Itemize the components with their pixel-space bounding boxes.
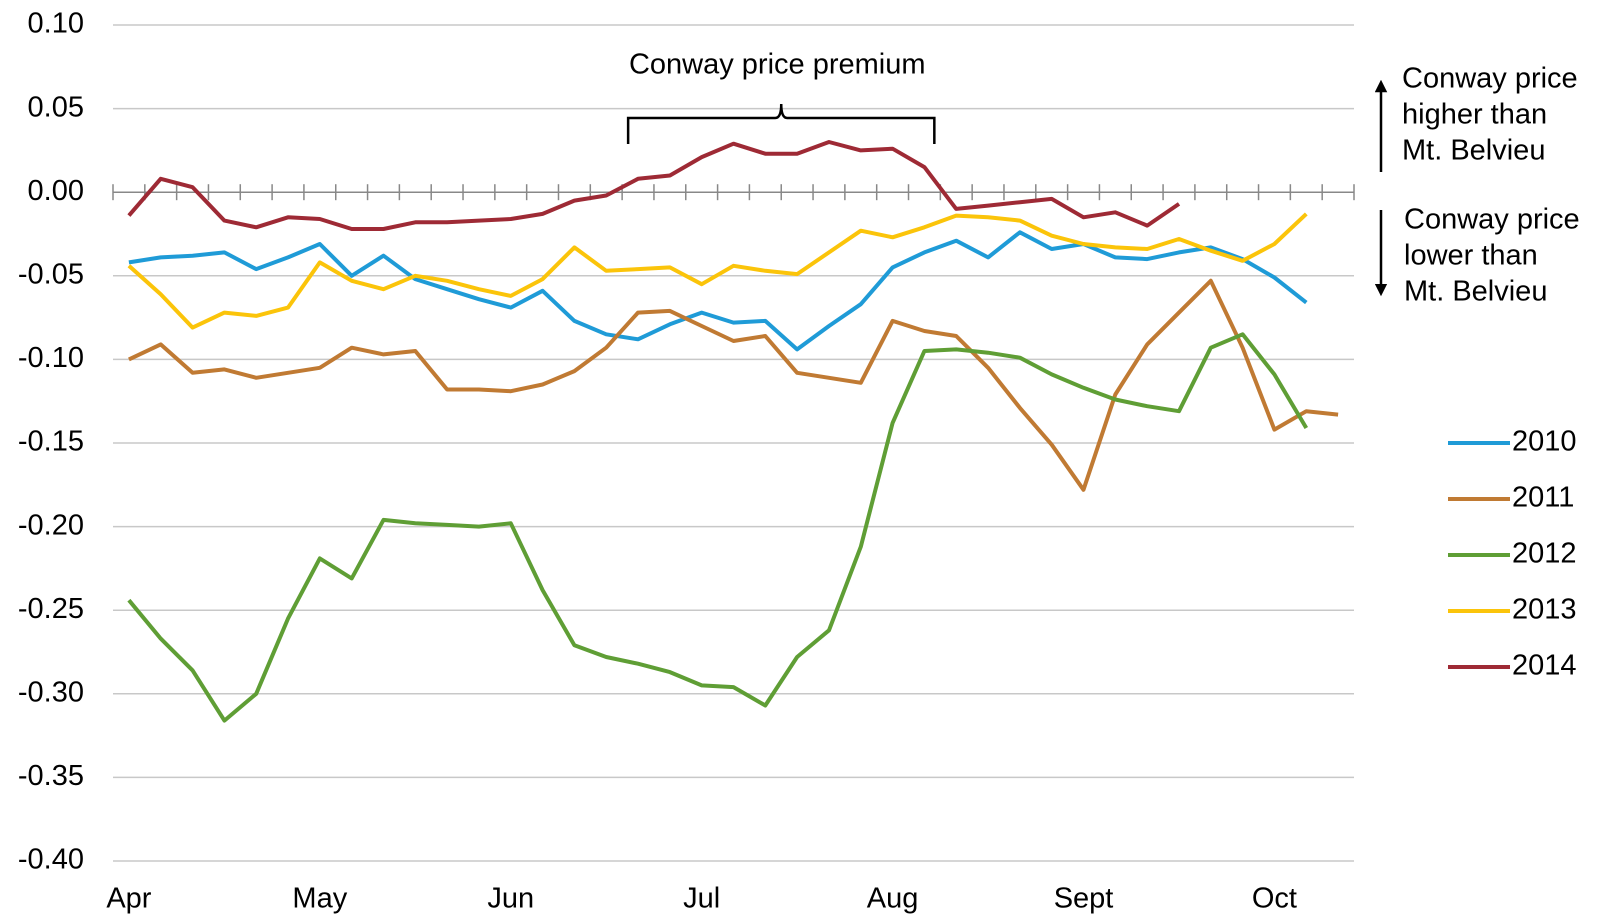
y-tick-label: 0.05 — [28, 91, 84, 123]
line-series — [128, 230, 1308, 352]
y-tick-label: -0.05 — [18, 258, 84, 290]
annotation: Conway price — [1404, 204, 1580, 236]
y-tick-label: -0.30 — [18, 676, 84, 708]
y-tick-label: -0.35 — [18, 760, 84, 792]
annotation: Mt. Belvieu — [1402, 135, 1545, 167]
x-tick-label: Oct — [1252, 883, 1297, 915]
legend-label: 2012 — [1512, 538, 1577, 570]
legend-label: 2013 — [1512, 594, 1577, 626]
y-tick-label: -0.25 — [18, 593, 84, 625]
legend-label: 2011 — [1512, 482, 1574, 514]
y-tick-label: -0.20 — [18, 509, 84, 541]
annotation: Conway price — [1402, 63, 1578, 95]
y-tick-label: 0.00 — [28, 175, 84, 207]
x-tick-label: Jun — [487, 883, 534, 915]
x-tick-label: Aug — [867, 883, 919, 915]
line-series — [127, 332, 1309, 723]
y-tick-label: -0.10 — [18, 342, 84, 374]
line-series — [127, 140, 1181, 231]
y-tick-label: -0.40 — [18, 844, 84, 876]
y-tick-label: 0.10 — [28, 8, 84, 40]
line-series — [127, 212, 1308, 330]
annotation: lower than — [1404, 240, 1538, 272]
y-tick-label: -0.15 — [18, 426, 84, 458]
annotation: Conway price premium — [629, 49, 926, 81]
annotation: Mt. Belvieu — [1404, 276, 1547, 308]
legend-label: 2014 — [1512, 650, 1577, 682]
x-tick-label: Sept — [1054, 883, 1114, 915]
x-tick-label: Jul — [683, 883, 720, 915]
annotation: higher than — [1402, 99, 1547, 131]
brace — [626, 103, 936, 144]
legend-label: 2010 — [1512, 426, 1577, 458]
x-tick-label: Apr — [106, 883, 151, 915]
line-series — [128, 278, 1339, 492]
x-tick-label: May — [292, 883, 347, 915]
